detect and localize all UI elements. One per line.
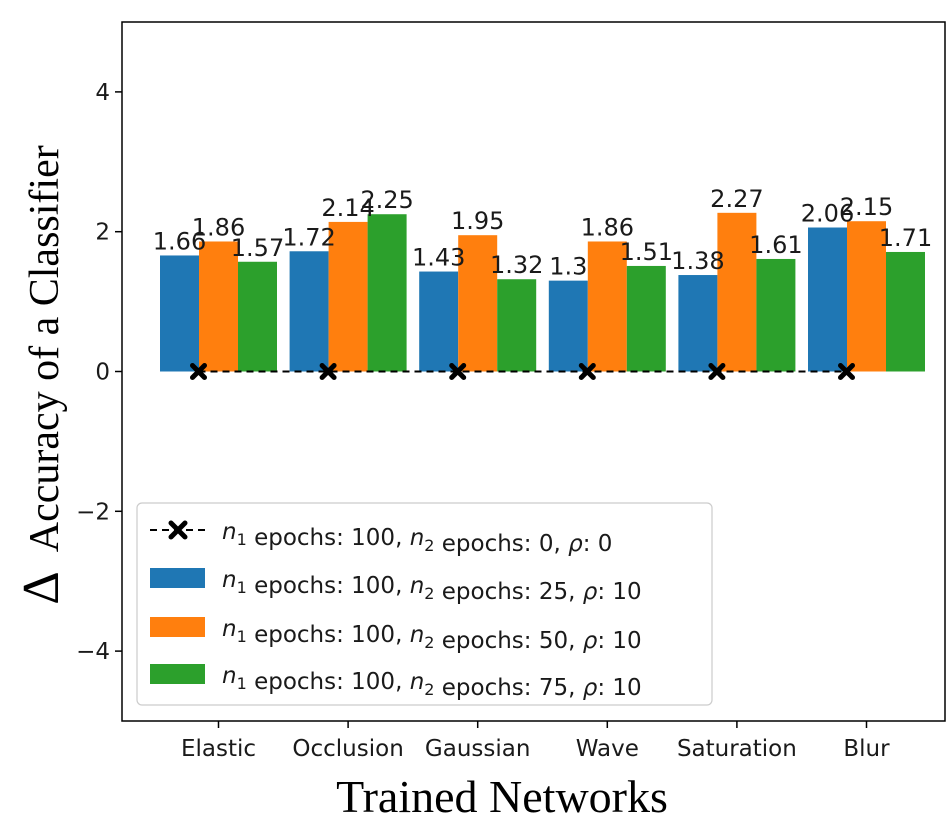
- legend-swatch-series-2: [150, 617, 205, 637]
- bar-value-label: 1.38: [671, 247, 724, 275]
- marker-stroke: [449, 363, 467, 380]
- legend-box: [136, 502, 713, 706]
- bar-saturation-series-1: [678, 275, 718, 372]
- bar-occlusion-series-1: [289, 251, 329, 372]
- legend-baseline-marker: [168, 520, 188, 540]
- marker-stroke: [838, 363, 855, 380]
- baseline-marker: [838, 363, 855, 380]
- marker-stroke: [708, 363, 726, 380]
- bar-occlusion-series-3: [367, 214, 407, 372]
- baseline-marker: [319, 363, 337, 380]
- bar-value-label: 2.25: [360, 186, 413, 214]
- bar-gaussian-series-3: [497, 279, 537, 372]
- x-tick-label: Gaussian: [425, 736, 531, 762]
- bar-gaussian-series-1: [419, 271, 459, 372]
- marker-stroke: [578, 363, 596, 380]
- bar-blur-series-2: [847, 221, 886, 372]
- y-tick-label: 2: [95, 220, 110, 246]
- bar-value-label: 1.61: [749, 231, 802, 259]
- bar-value-label: 1.95: [451, 207, 504, 235]
- plot-area: [160, 212, 925, 380]
- bar-value-label: 2.27: [710, 185, 763, 213]
- legend-label-baseline: n1 epochs: 100, n2 epochs: 0, ρ: 0: [222, 519, 612, 557]
- x-tick-label: Blur: [843, 736, 890, 762]
- y-tick-label: −2: [76, 499, 110, 525]
- bar-occlusion-series-2: [328, 221, 368, 372]
- baseline-marker: [578, 363, 596, 380]
- bar-elastic-series-1: [160, 255, 199, 372]
- bar-value-label: 1.72: [282, 223, 335, 251]
- legend-swatch-series-1: [150, 568, 205, 588]
- bar-value-label: 1.71: [879, 224, 932, 252]
- y-tick-label: 0: [95, 360, 110, 386]
- bar-blur-series-1: [808, 227, 847, 372]
- x-tick-label: Occlusion: [292, 736, 403, 762]
- bar-value-label: 1.66: [153, 227, 206, 255]
- y-tick-label: 4: [95, 80, 110, 106]
- legend-swatch-series-3: [150, 664, 205, 684]
- y-tick-label: −4: [76, 639, 110, 665]
- x-tick-label: Elastic: [181, 736, 256, 762]
- bar-saturation-series-2: [717, 212, 757, 372]
- y-axis-title: Δ Accuracy of a Classifier: [13, 145, 70, 604]
- marker-stroke: [190, 363, 207, 380]
- x-tick-label: Saturation: [677, 736, 797, 762]
- bar-value-label: 1.32: [490, 251, 543, 279]
- bar-value-label: 1.3: [549, 253, 587, 281]
- bar-value-label: 2.14: [321, 194, 374, 222]
- bar-value-label: 1.86: [192, 213, 245, 241]
- bar-value-label: 1.57: [231, 234, 284, 262]
- bar-gaussian-series-2: [458, 235, 498, 372]
- baseline-marker: [449, 363, 467, 380]
- bar-wave-series-2: [587, 241, 627, 372]
- axes: 4 2 0 −2 −4 Elastic Occlusion Gaussian Wave Satur…: [76, 21, 946, 762]
- bar-wave-series-1: [548, 280, 588, 372]
- bar-saturation-series-3: [756, 258, 796, 372]
- bar-wave-series-3: [626, 265, 666, 372]
- x-tick-label: Wave: [576, 736, 639, 762]
- legend-label-series-3: n1 epochs: 100, n2 epochs: 75, ρ: 10: [222, 663, 642, 701]
- bar-elastic-series-2: [199, 241, 238, 372]
- bar-value-label: 1.51: [620, 238, 673, 266]
- legend-label-series-1: n1 epochs: 100, n2 epochs: 25, ρ: 10: [222, 567, 642, 605]
- baseline-marker: [708, 363, 726, 380]
- delta-symbol: Δ: [13, 571, 70, 604]
- bar-labels: 1.66 1.72 1.43 1.3 1.38 2.06 1.86 2.14 1.95 1.86 2…: [153, 185, 932, 281]
- bar-value-label: 2.15: [840, 193, 893, 221]
- legend: n1 epochs: 100, n2 epochs: 0, ρ: 0 n1 epo…: [136, 502, 713, 706]
- y-axis-title-text: Accuracy of a Classifier: [22, 145, 68, 552]
- baseline-marker: [190, 363, 207, 380]
- marker-stroke: [319, 363, 337, 380]
- bar-value-label: 2.06: [801, 200, 854, 228]
- bar-blur-series-3: [886, 251, 925, 372]
- bar-value-label: 1.86: [581, 213, 634, 241]
- bar-elastic-series-3: [238, 261, 277, 372]
- bar-value-label: 1.43: [412, 244, 465, 272]
- marker-stroke: [168, 520, 188, 540]
- x-axis-title: Trained Networks: [336, 771, 668, 822]
- legend-label-series-2: n1 epochs: 100, n2 epochs: 50, ρ: 10: [222, 616, 642, 654]
